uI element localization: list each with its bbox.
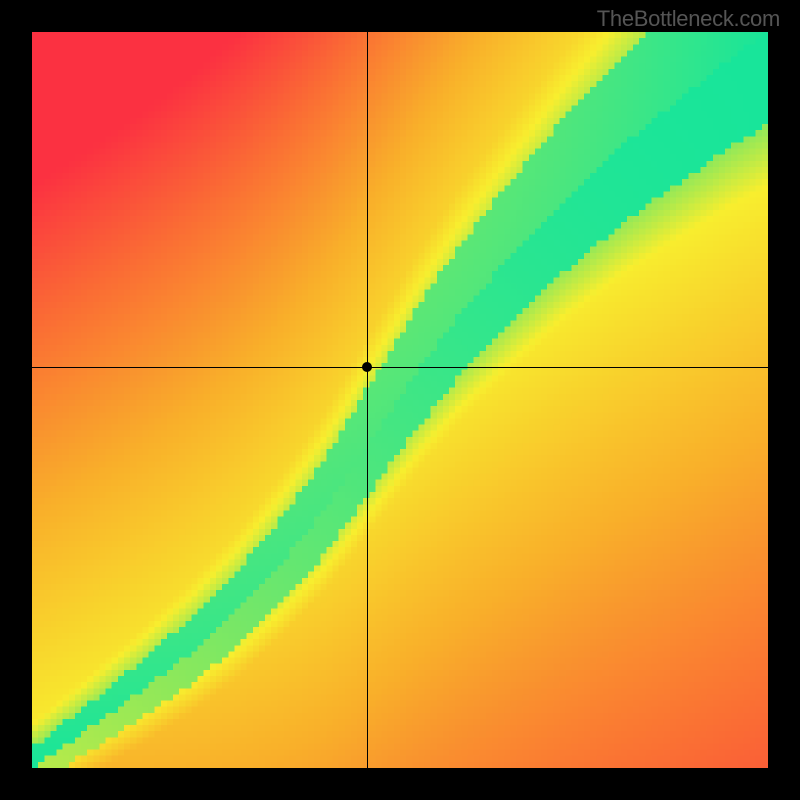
heatmap-canvas [32,32,768,768]
watermark-text: TheBottleneck.com [597,6,780,32]
crosshair-horizontal [32,367,768,368]
crosshair-marker [362,362,372,372]
crosshair-vertical [367,32,368,768]
heatmap-plot [32,32,768,768]
